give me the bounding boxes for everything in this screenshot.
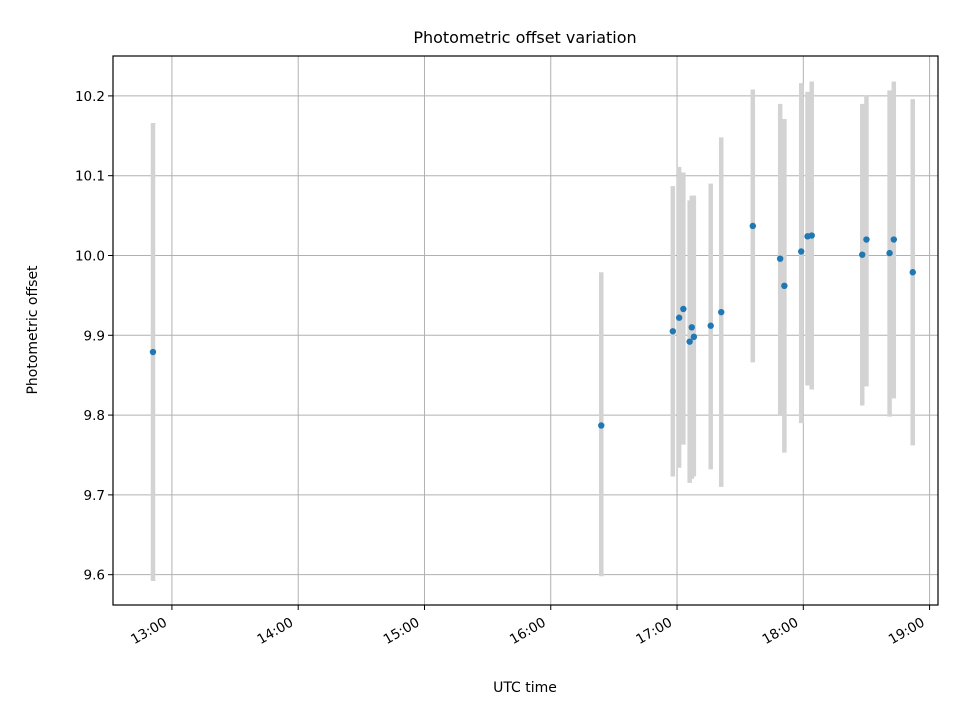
data-point <box>776 255 784 262</box>
data-point <box>688 324 695 331</box>
data-point <box>707 322 714 329</box>
data-points <box>149 222 916 429</box>
data-point <box>909 269 916 276</box>
x-tick-label: 18:00 <box>760 615 802 648</box>
data-point <box>863 236 870 243</box>
data-point <box>808 232 815 239</box>
data-point <box>859 251 866 258</box>
data-point <box>690 333 698 341</box>
y-tick-label: 10.1 <box>75 169 105 185</box>
plot-frame <box>112 55 939 606</box>
x-tick-label: 13:00 <box>128 615 170 648</box>
x-tick-label: 16:00 <box>507 615 549 648</box>
y-tick-label: 9.9 <box>84 328 105 344</box>
data-point <box>680 305 687 313</box>
x-tick-label: 19:00 <box>886 615 928 648</box>
data-point <box>718 308 725 316</box>
data-point <box>781 282 788 290</box>
y-tick-label: 10.0 <box>75 248 105 264</box>
x-axis-label: UTC time <box>493 680 557 696</box>
data-point <box>669 328 677 335</box>
data-point <box>149 348 157 356</box>
y-tick-label: 9.7 <box>84 488 105 504</box>
error-bars <box>150 81 915 582</box>
data-point <box>886 249 893 257</box>
y-axis-label: Photometric offset <box>25 265 41 395</box>
x-tick-label: 15:00 <box>381 615 423 648</box>
grid-lines <box>113 56 938 605</box>
data-point <box>749 222 756 230</box>
data-point <box>890 236 898 243</box>
data-point <box>675 314 683 321</box>
x-tick-label: 14:00 <box>255 615 297 648</box>
y-tick-label: 9.6 <box>84 568 105 584</box>
x-tick-label: 17:00 <box>633 615 675 648</box>
chart-title: Photometric offset variation <box>413 28 636 47</box>
y-tick-label: 9.8 <box>84 408 105 424</box>
y-tick-label: 10.2 <box>75 89 105 105</box>
data-point <box>798 248 805 255</box>
data-point <box>598 422 605 429</box>
data-point <box>686 338 693 345</box>
